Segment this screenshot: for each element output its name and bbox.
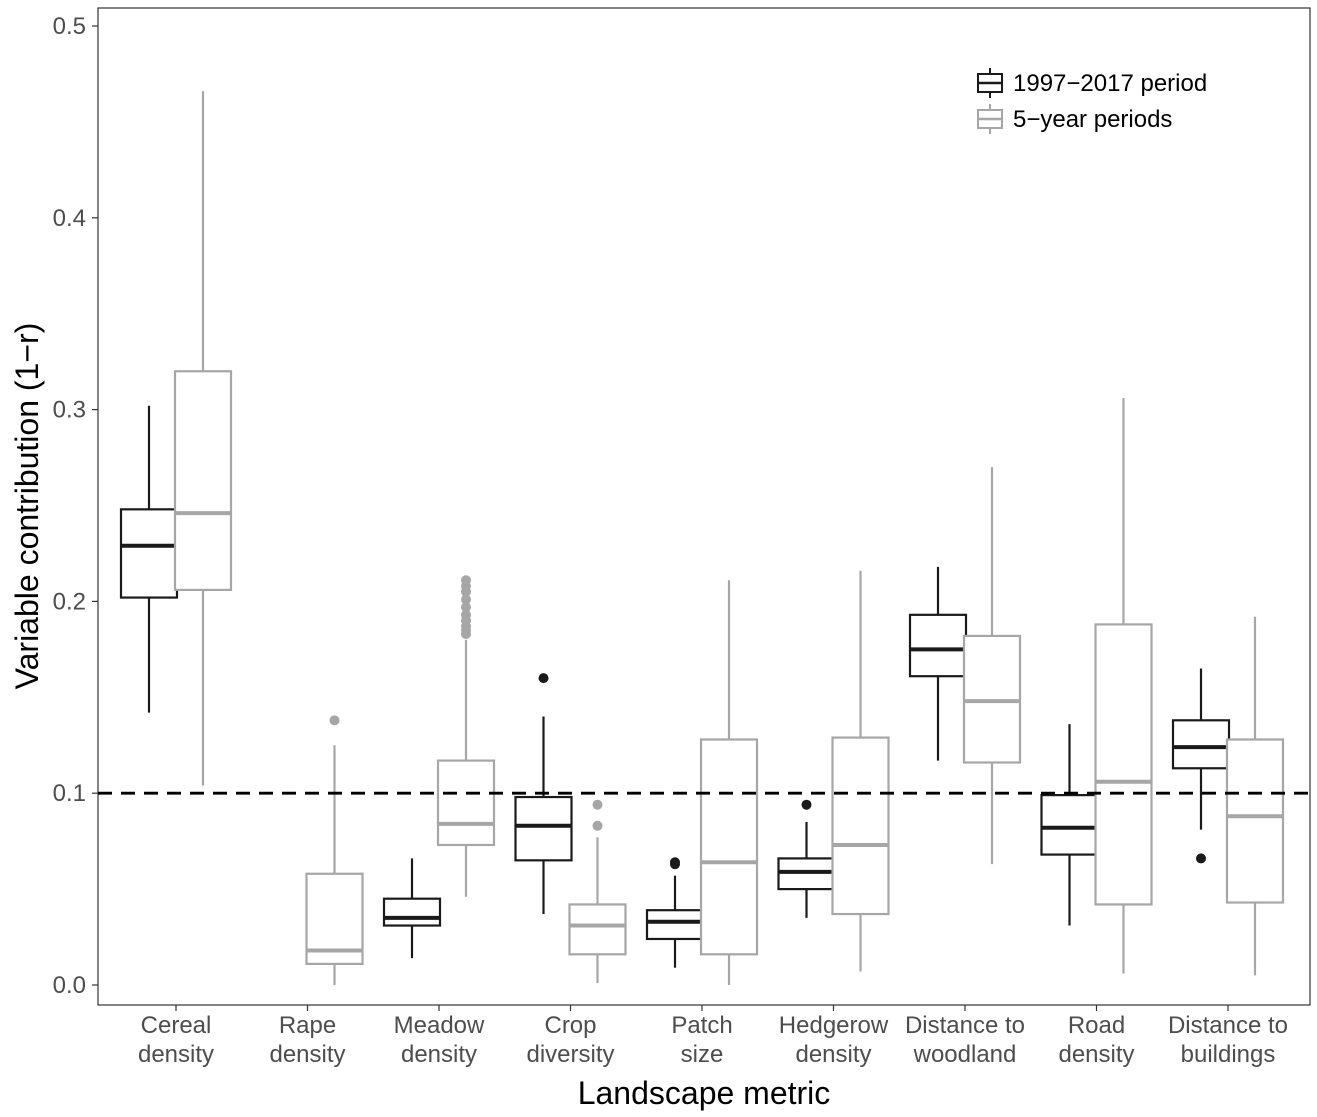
x-tick-label: density <box>1058 1041 1134 1068</box>
x-tick-label: Distance to <box>1168 1012 1288 1039</box>
box-rect <box>173 370 233 591</box>
box-rect <box>1171 719 1231 770</box>
box-rect <box>1040 794 1099 856</box>
outlier-point <box>670 857 680 868</box>
y-tick-label: 0.5 <box>53 13 86 40</box>
box-five-year-7 <box>1094 398 1153 974</box>
x-tick-label: density <box>269 1041 345 1068</box>
x-tick-label: density <box>401 1041 477 1068</box>
box-rect <box>382 897 442 927</box>
box-full-period-8 <box>1171 668 1231 864</box>
x-tick-label: density <box>138 1041 214 1068</box>
outlier-point <box>461 594 471 605</box>
box-rect <box>699 738 759 956</box>
outlier-point <box>461 602 471 613</box>
outlier-point <box>329 715 340 726</box>
y-axis-title: Variable contribution (1−r) <box>9 323 45 690</box>
outlier-point <box>461 609 471 620</box>
x-tick-label: density <box>795 1041 871 1068</box>
x-tick-label: Rape <box>279 1012 336 1039</box>
box-full-period-7 <box>1040 724 1099 926</box>
x-tick-label: Meadow <box>394 1012 485 1039</box>
x-tick-label: Patch <box>671 1012 732 1039</box>
box-full-period-0 <box>119 405 179 713</box>
outlier-point <box>461 575 471 586</box>
box-full-period-2 <box>382 858 442 959</box>
legend-label: 1997−2017 period <box>1013 70 1207 97</box>
box-full-period-4 <box>645 857 705 968</box>
box-five-year-8 <box>1225 616 1285 976</box>
x-tick-label: woodland <box>913 1041 1017 1068</box>
legend: 1997−2017 period 5−year periods <box>977 68 1207 134</box>
box-five-year-1 <box>305 715 364 985</box>
box-rect <box>436 759 496 847</box>
x-tick-label: size <box>681 1041 724 1068</box>
x-tick-label: Cereal <box>141 1012 212 1039</box>
legend-label: 5−year periods <box>1013 106 1172 133</box>
box-five-year-2 <box>436 575 496 897</box>
y-tick-label: 0.4 <box>53 205 86 232</box>
x-tick-label: diversity <box>526 1041 614 1068</box>
y-tick-label: 0.2 <box>53 588 86 615</box>
box-rect <box>119 508 179 599</box>
box-five-year-4 <box>699 580 759 985</box>
legend-key <box>977 104 1003 134</box>
box-full-period-5 <box>777 799 836 918</box>
x-tick-label: Crop <box>544 1012 596 1039</box>
y-tick-label: 0.3 <box>53 397 86 424</box>
boxes-layer <box>119 91 1285 985</box>
box-rect <box>645 909 705 941</box>
outlier-point <box>1196 853 1206 864</box>
outlier-point <box>592 820 603 831</box>
box-five-year-5 <box>831 570 890 972</box>
x-axis-title: Landscape metric <box>578 1075 831 1111</box>
y-axis: 0.0 0.1 0.2 0.3 0.4 0.5 <box>53 13 98 999</box>
x-tick-label: Road <box>1068 1012 1125 1039</box>
box-full-period-3 <box>514 673 573 915</box>
x-tick-label: Hedgerow <box>779 1012 889 1039</box>
box-five-year-6 <box>962 467 1022 865</box>
box-rect <box>1094 623 1153 906</box>
box-five-year-0 <box>173 91 233 786</box>
x-tick-label: buildings <box>1181 1041 1276 1068</box>
box-rect <box>514 795 573 862</box>
box-five-year-3 <box>568 799 627 984</box>
outlier-point <box>801 799 812 810</box>
box-rect <box>831 736 890 916</box>
x-axis: CerealdensityRapedensityMeadowdensityCro… <box>138 1005 1288 1068</box>
y-tick-label: 0.0 <box>53 972 86 999</box>
box-rect <box>1225 738 1285 904</box>
box-rect <box>908 613 968 678</box>
x-tick-label: Distance to <box>905 1012 1025 1039</box>
box-rect <box>568 903 627 956</box>
outlier-point <box>538 673 549 684</box>
outlier-point <box>592 799 603 810</box>
y-tick-label: 0.1 <box>53 780 86 807</box>
legend-key <box>977 68 1003 98</box>
